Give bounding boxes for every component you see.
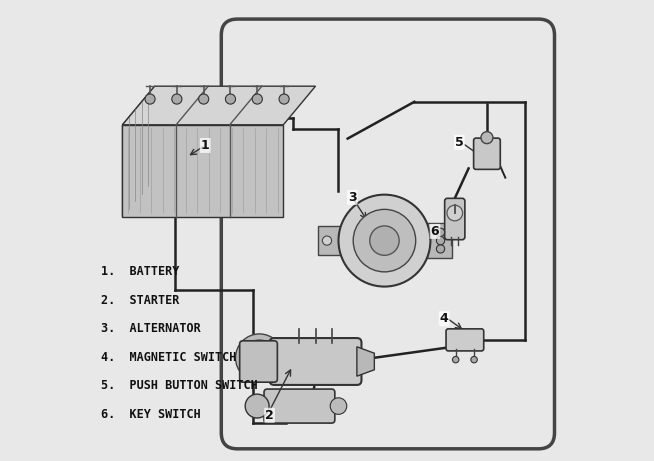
Text: 6.  KEY SWITCH: 6. KEY SWITCH [101,408,201,421]
Text: 2.  STARTER: 2. STARTER [101,294,179,307]
FancyBboxPatch shape [264,389,335,423]
Circle shape [481,132,493,144]
Circle shape [241,340,277,376]
Text: 5: 5 [455,136,464,149]
Text: 6: 6 [431,225,439,238]
Circle shape [226,94,235,104]
Circle shape [353,209,416,272]
Circle shape [447,205,462,221]
Polygon shape [122,125,283,217]
Text: 4.  MAGNETIC SWITCH: 4. MAGNETIC SWITCH [101,351,236,364]
Circle shape [172,94,182,104]
Text: 4: 4 [440,312,449,325]
Polygon shape [357,347,374,376]
Circle shape [471,356,477,363]
Circle shape [145,94,155,104]
Polygon shape [122,86,315,125]
FancyBboxPatch shape [473,138,500,169]
FancyBboxPatch shape [239,341,277,382]
Polygon shape [318,226,342,255]
Circle shape [279,94,289,104]
Circle shape [339,195,430,287]
Circle shape [199,94,209,104]
Circle shape [436,228,445,236]
Circle shape [370,226,399,255]
Circle shape [330,398,347,414]
Circle shape [252,94,262,104]
Text: 3.  ALTERNATOR: 3. ALTERNATOR [101,322,201,335]
Circle shape [322,236,332,245]
Polygon shape [122,86,154,217]
Polygon shape [427,223,453,258]
Text: 5.  PUSH BUTTON SWITCH: 5. PUSH BUTTON SWITCH [101,379,258,392]
Circle shape [453,356,459,363]
Circle shape [436,245,445,253]
FancyBboxPatch shape [269,338,362,385]
FancyBboxPatch shape [446,329,484,351]
FancyBboxPatch shape [445,198,465,240]
Text: 1.  BATTERY: 1. BATTERY [101,266,179,278]
Text: 3: 3 [348,191,356,204]
Circle shape [235,334,283,382]
Circle shape [436,236,445,245]
Circle shape [245,394,269,418]
Text: 2: 2 [265,409,274,422]
Text: 1: 1 [201,139,209,152]
